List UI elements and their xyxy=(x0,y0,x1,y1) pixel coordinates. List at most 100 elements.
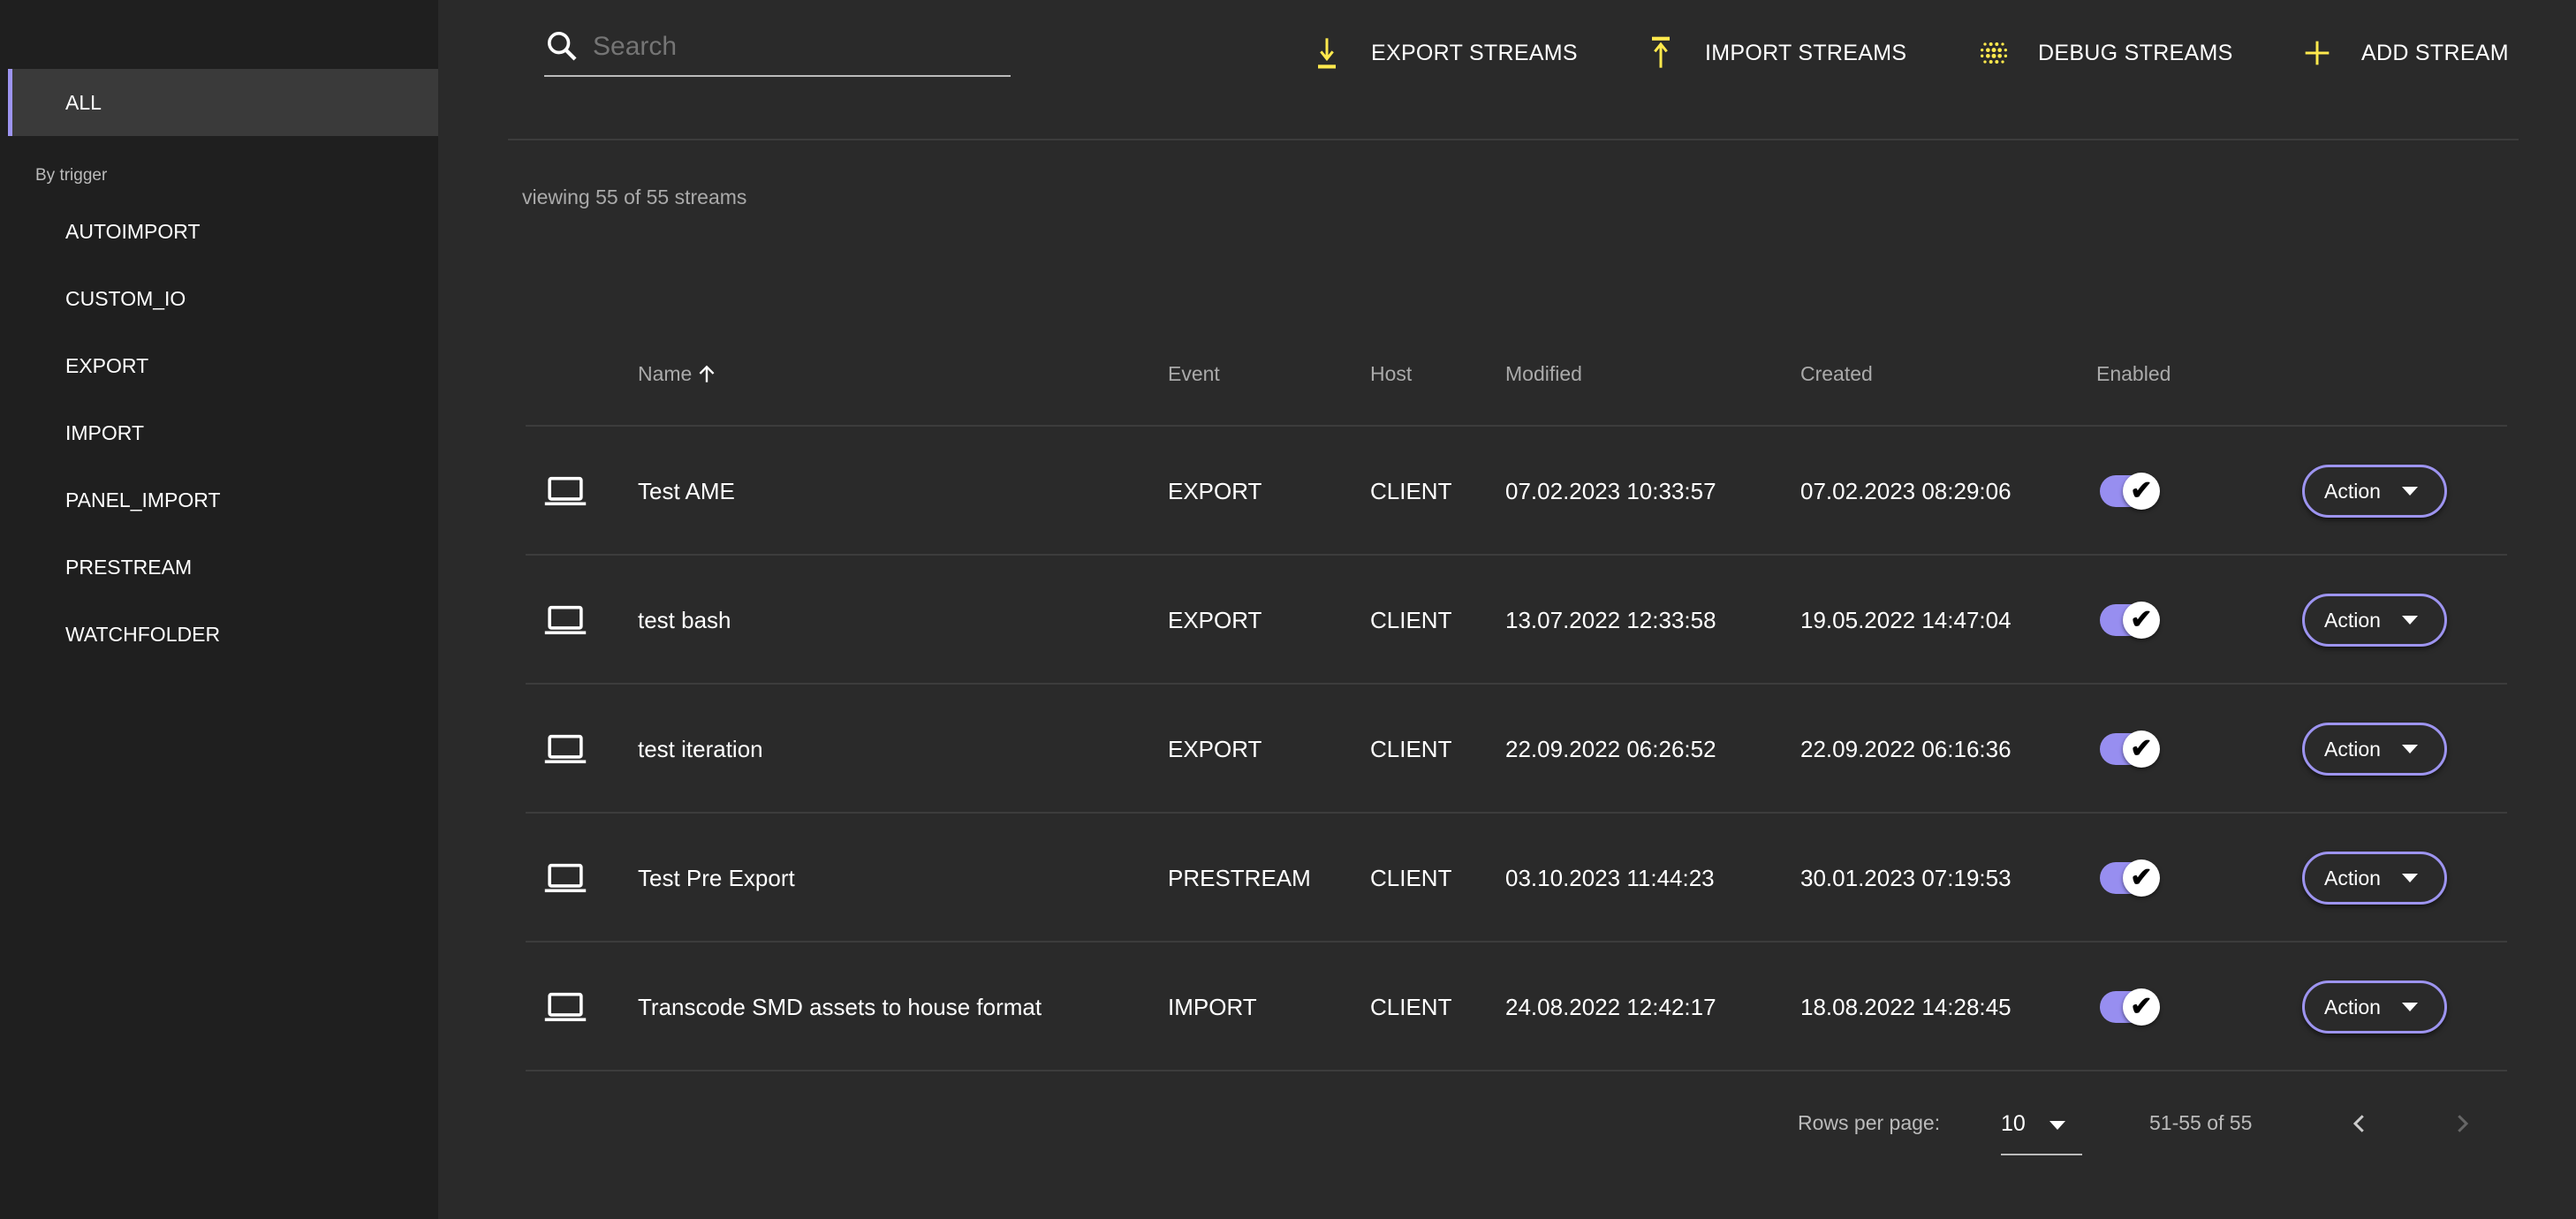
column-header-enabled[interactable]: Enabled xyxy=(2096,362,2171,385)
plus-icon xyxy=(2305,41,2330,65)
download-icon xyxy=(1318,38,1336,69)
table-row[interactable]: Test AME EXPORT CLIENT 07.02.2023 10:33:… xyxy=(526,427,2507,556)
stream-modified: 24.08.2022 12:42:17 xyxy=(1505,994,1716,1020)
search-icon xyxy=(548,32,577,61)
action-button[interactable]: Action xyxy=(2302,852,2447,905)
export-streams-label: EXPORT STREAMS xyxy=(1371,40,1578,65)
stream-event: EXPORT xyxy=(1168,478,1262,504)
add-stream-button[interactable]: ADD STREAM xyxy=(2299,34,2509,72)
caret-down-icon xyxy=(2402,616,2418,625)
table-row[interactable]: test bash EXPORT CLIENT 13.07.2022 12:33… xyxy=(526,556,2507,685)
action-button[interactable]: Action xyxy=(2302,980,2447,1034)
sidebar-item-export[interactable]: EXPORT xyxy=(65,354,149,377)
name-header-label: Name xyxy=(638,362,693,385)
stream-name[interactable]: Transcode SMD assets to house format xyxy=(638,994,1042,1020)
rows-per-page-label: Rows per page: xyxy=(1798,1111,1941,1134)
column-header-event[interactable]: Event xyxy=(1168,362,1220,385)
action-button[interactable]: Action xyxy=(2302,723,2447,776)
laptop-icon xyxy=(544,863,587,893)
table-row[interactable]: Test Pre Export PRESTREAM CLIENT 03.10.2… xyxy=(526,814,2507,943)
export-streams-button[interactable]: EXPORT STREAMS xyxy=(1309,34,1578,72)
caret-down-icon xyxy=(2402,1003,2418,1011)
caret-down-icon xyxy=(2402,874,2418,882)
stream-host: CLIENT xyxy=(1370,865,1452,891)
stream-modified: 03.10.2023 11:44:23 xyxy=(1505,865,1715,891)
search-field[interactable] xyxy=(544,25,1011,77)
sidebar-item-all[interactable]: ALL xyxy=(8,69,438,136)
stream-event: PRESTREAM xyxy=(1168,865,1311,891)
stream-modified: 13.07.2022 12:33:58 xyxy=(1505,607,1716,633)
next-page-icon[interactable] xyxy=(2449,1108,2475,1140)
sort-ascending-icon[interactable] xyxy=(695,363,718,386)
import-streams-label: IMPORT STREAMS xyxy=(1705,40,1907,65)
stream-event: EXPORT xyxy=(1168,607,1262,633)
check-icon: ✔ xyxy=(2123,473,2160,510)
column-header-host[interactable]: Host xyxy=(1370,362,1413,385)
enabled-toggle[interactable]: ✔ xyxy=(2100,988,2160,1026)
upload-icon xyxy=(1652,36,1670,68)
sidebar-item-prestream[interactable]: PRESTREAM xyxy=(65,556,193,579)
add-stream-label: ADD STREAM xyxy=(2361,40,2509,65)
debug-dots-icon xyxy=(1981,42,2007,64)
action-button[interactable]: Action xyxy=(2302,594,2447,647)
stream-created: 18.08.2022 14:28:45 xyxy=(1800,994,2012,1020)
stream-created: 22.09.2022 06:16:36 xyxy=(1800,736,2012,762)
stream-host: CLIENT xyxy=(1370,478,1452,504)
stream-host: CLIENT xyxy=(1370,607,1452,633)
toolbar-divider xyxy=(508,139,2519,140)
stream-name[interactable]: Test Pre Export xyxy=(638,865,795,891)
enabled-toggle[interactable]: ✔ xyxy=(2100,473,2160,510)
table-row[interactable]: Transcode SMD assets to house format IMP… xyxy=(526,943,2507,1071)
check-icon: ✔ xyxy=(2123,988,2160,1026)
stream-host: CLIENT xyxy=(1370,736,1452,762)
rows-per-page-value: 10 xyxy=(2001,1111,2026,1136)
search-input[interactable] xyxy=(593,25,999,69)
sidebar-item-import[interactable]: IMPORT xyxy=(65,421,145,444)
laptop-icon xyxy=(544,992,587,1022)
streams-count: viewing 55 of 55 streams xyxy=(522,186,747,208)
laptop-icon xyxy=(544,605,587,635)
stream-created: 30.01.2023 07:19:53 xyxy=(1800,865,2012,891)
stream-created: 07.02.2023 08:29:06 xyxy=(1800,478,2012,504)
sidebar-item-watchfolder[interactable]: WATCHFOLDER xyxy=(65,623,221,646)
action-label: Action xyxy=(2324,609,2381,632)
enabled-toggle[interactable]: ✔ xyxy=(2100,859,2160,897)
action-label: Action xyxy=(2324,867,2381,890)
check-icon: ✔ xyxy=(2123,602,2160,639)
laptop-icon xyxy=(544,476,587,506)
stream-name[interactable]: Test AME xyxy=(638,478,735,504)
previous-page-icon[interactable] xyxy=(2346,1108,2373,1140)
import-streams-button[interactable]: IMPORT STREAMS xyxy=(1643,34,1906,72)
dropdown-caret-icon xyxy=(2049,1121,2065,1130)
action-button[interactable]: Action xyxy=(2302,465,2447,518)
check-icon: ✔ xyxy=(2123,731,2160,768)
debug-streams-button[interactable]: DEBUG STREAMS xyxy=(1976,34,2233,72)
table-row[interactable]: test iteration EXPORT CLIENT 22.09.2022 … xyxy=(526,685,2507,814)
column-header-modified[interactable]: Modified xyxy=(1505,362,1582,385)
stream-event: IMPORT xyxy=(1168,994,1257,1020)
stream-name[interactable]: test iteration xyxy=(638,736,763,762)
enabled-toggle[interactable]: ✔ xyxy=(2100,731,2160,768)
sidebar-item-custom-io[interactable]: CUSTOM_IO xyxy=(65,287,186,310)
enabled-toggle[interactable]: ✔ xyxy=(2100,602,2160,639)
rows-per-page-select[interactable]: 10 xyxy=(2001,1104,2082,1155)
debug-streams-label: DEBUG STREAMS xyxy=(2038,40,2233,65)
stream-host: CLIENT xyxy=(1370,994,1452,1020)
sidebar-group-label: By trigger xyxy=(35,166,108,185)
action-label: Action xyxy=(2324,480,2381,503)
stream-event: EXPORT xyxy=(1168,736,1262,762)
column-header-name[interactable]: Name xyxy=(638,362,718,386)
action-label: Action xyxy=(2324,996,2381,1018)
stream-name[interactable]: test bash xyxy=(638,607,731,633)
sidebar: ALL By trigger AUTOIMPORT CUSTOM_IO EXPO… xyxy=(0,0,438,1219)
sidebar-item-panel-import[interactable]: PANEL_IMPORT xyxy=(65,488,221,511)
check-icon: ✔ xyxy=(2123,859,2160,897)
caret-down-icon xyxy=(2402,745,2418,753)
stream-created: 19.05.2022 14:47:04 xyxy=(1800,607,2012,633)
pagination-range: 51-55 of 55 xyxy=(2149,1111,2253,1134)
stream-modified: 22.09.2022 06:26:52 xyxy=(1505,736,1716,762)
action-label: Action xyxy=(2324,738,2381,761)
sidebar-item-autoimport[interactable]: AUTOIMPORT xyxy=(65,220,201,243)
column-header-created[interactable]: Created xyxy=(1800,362,1873,385)
caret-down-icon xyxy=(2402,487,2418,496)
